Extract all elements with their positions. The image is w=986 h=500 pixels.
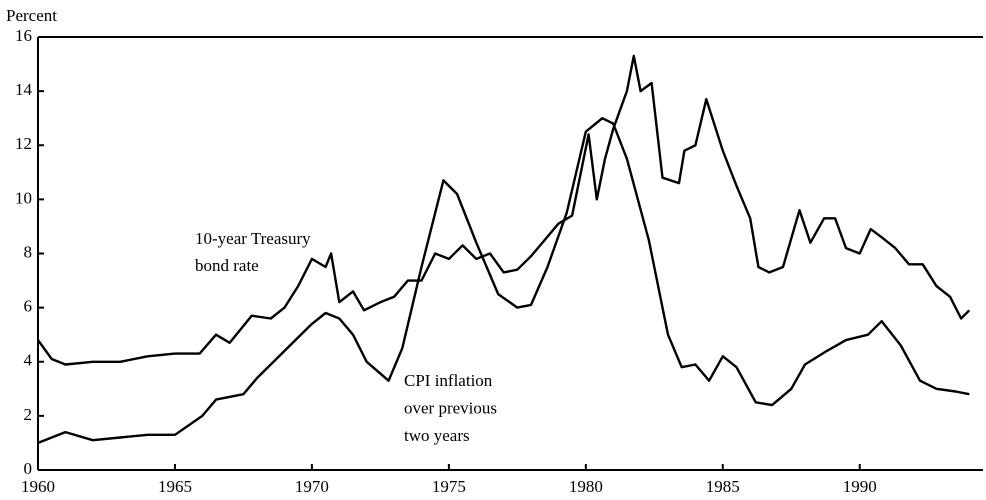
x-tick-label: 1990 bbox=[843, 477, 877, 496]
y-tick-label: 16 bbox=[15, 26, 32, 45]
x-tick-label: 1980 bbox=[569, 477, 603, 496]
y-tick-label: 10 bbox=[15, 188, 32, 207]
y-tick-label: 0 bbox=[24, 459, 33, 478]
x-tick-label: 1970 bbox=[295, 477, 329, 496]
y-tick-label: 6 bbox=[24, 297, 33, 316]
y-tick-label: 12 bbox=[15, 134, 32, 153]
y-tick-label: 2 bbox=[24, 405, 33, 424]
y-tick-label: 8 bbox=[24, 242, 33, 261]
line bbox=[37, 54, 971, 366]
annotation: 10-year Treasury bbox=[195, 229, 311, 248]
x-tick-label: 1965 bbox=[158, 477, 192, 496]
annotation: over previous bbox=[404, 398, 497, 417]
y-tick-label: 14 bbox=[15, 80, 33, 99]
annotation: CPI inflation bbox=[404, 371, 493, 390]
annotation: two years bbox=[404, 426, 470, 445]
annotation: bond rate bbox=[195, 256, 259, 275]
y-axis-label: Percent bbox=[6, 6, 57, 25]
line bbox=[37, 117, 970, 445]
y-tick-label: 4 bbox=[24, 351, 33, 370]
x-tick-label: 1975 bbox=[432, 477, 466, 496]
x-tick-label: 1960 bbox=[21, 477, 55, 496]
x-tick-label: 1985 bbox=[706, 477, 740, 496]
